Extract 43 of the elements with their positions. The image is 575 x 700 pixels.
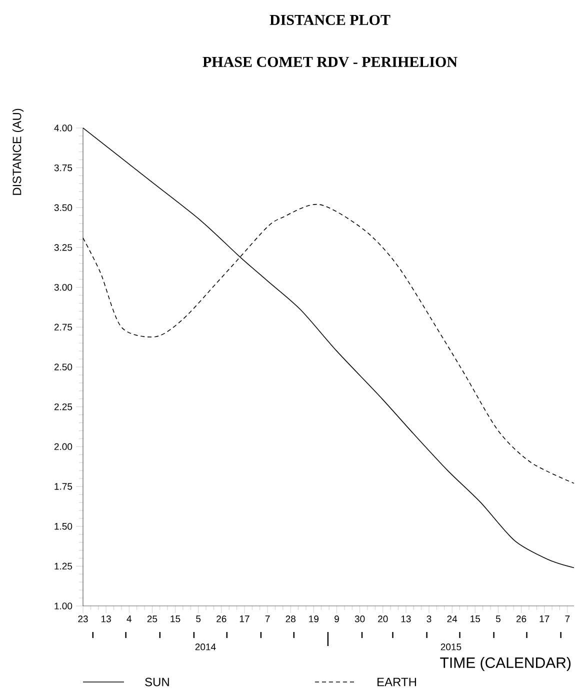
y-tick-label: 4.00 bbox=[54, 124, 72, 132]
x-tick-label: 26 bbox=[216, 616, 226, 622]
y-tick-label: 3.75 bbox=[54, 164, 72, 172]
x-tick-label: 7 bbox=[265, 616, 270, 622]
x-tick-label: 9 bbox=[334, 616, 339, 622]
x-tick-label: 17 bbox=[540, 616, 550, 622]
x-tick-label: 17 bbox=[240, 616, 250, 622]
x-tick-label: 7 bbox=[565, 616, 570, 622]
chart-title: DISTANCE PLOT bbox=[270, 14, 390, 26]
y-tick-label: 1.50 bbox=[54, 522, 72, 530]
y-tick-label: 2.00 bbox=[54, 443, 72, 450]
y-tick-label: 2.50 bbox=[54, 364, 72, 370]
x-tick-label: 25 bbox=[147, 616, 158, 622]
y-tick-label: 2.25 bbox=[54, 403, 72, 410]
x-tick-label: 15 bbox=[170, 616, 180, 622]
x-tick-label: 3 bbox=[426, 616, 432, 622]
y-tick-label: 1.00 bbox=[54, 602, 72, 610]
x-tick-label: 13 bbox=[401, 616, 411, 622]
y-axis-title: DISTANCE (AU) bbox=[12, 108, 24, 195]
legend-label: EARTH bbox=[378, 678, 416, 686]
y-tick-label: 1.25 bbox=[54, 562, 72, 570]
legend-label: SUN bbox=[145, 678, 169, 686]
x-tick-label: 5 bbox=[496, 616, 500, 622]
x-tick-label: 26 bbox=[516, 616, 526, 622]
y-tick-label: 3.25 bbox=[54, 244, 72, 251]
y-tick-label: 1.75 bbox=[54, 483, 72, 490]
x-tick-label: 19 bbox=[309, 616, 319, 622]
x-tick-label: 30 bbox=[354, 616, 365, 622]
chart-subtitle: PHASE COMET RDV - PERIHELION bbox=[202, 56, 458, 68]
x-axis-title: TIME (CALENDAR) bbox=[440, 657, 571, 671]
text: 2014 bbox=[195, 644, 216, 650]
x-tick-label: 4 bbox=[126, 616, 132, 622]
x-tick-label: 15 bbox=[470, 616, 480, 622]
x-tick-label: 24 bbox=[447, 616, 458, 622]
x-tick-label: 13 bbox=[102, 616, 111, 622]
y-tick-label: 3.00 bbox=[54, 284, 72, 291]
x-tick-label: 28 bbox=[286, 616, 296, 622]
text: 2015 bbox=[440, 644, 462, 650]
x-tick-label: 20 bbox=[378, 616, 388, 622]
y-tick-label: 2.75 bbox=[54, 324, 72, 331]
y-tick-label: 3.50 bbox=[54, 204, 72, 212]
x-tick-label: 23 bbox=[78, 616, 88, 622]
x-tick-label: 5 bbox=[196, 616, 201, 622]
